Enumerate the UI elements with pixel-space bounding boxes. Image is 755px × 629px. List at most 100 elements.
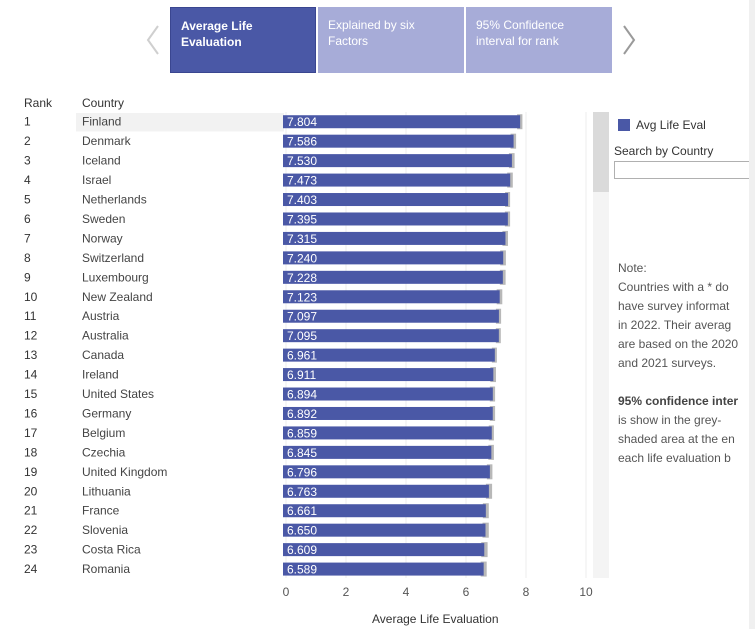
confidence-interval-mark <box>481 542 488 558</box>
country-label[interactable]: Luxembourg <box>82 270 149 284</box>
country-label[interactable]: Czechia <box>82 445 126 459</box>
rank-label: 3 <box>24 154 31 168</box>
ci-note-title: 95% confidence inter <box>618 394 739 408</box>
tab-label-line2: Factors <box>328 34 369 48</box>
bar[interactable] <box>283 484 489 498</box>
tab-label-line1: 95% Confidence <box>476 18 565 32</box>
country-label[interactable]: Iceland <box>82 154 121 168</box>
bar[interactable] <box>283 523 486 537</box>
bar[interactable] <box>283 193 509 207</box>
country-label[interactable]: Denmark <box>82 134 132 148</box>
rank-column-header: Rank <box>24 96 53 110</box>
view-tabs: Average Life Evaluation Explained by six… <box>170 7 614 73</box>
tab-confidence-interval[interactable]: 95% Confidence interval for rank <box>466 7 612 73</box>
rank-label: 22 <box>24 523 38 537</box>
bar-value-label: 6.609 <box>287 543 317 557</box>
country-label[interactable]: France <box>82 504 120 518</box>
country-label[interactable]: Australia <box>82 329 129 343</box>
bar-value-label: 6.845 <box>287 446 317 460</box>
bar-value-label: 6.961 <box>287 349 317 363</box>
x-tick-label: 10 <box>579 585 593 599</box>
x-tick-label: 8 <box>523 585 530 599</box>
bar[interactable] <box>283 426 492 440</box>
bar[interactable] <box>283 290 500 304</box>
bar-value-label: 6.859 <box>287 426 317 440</box>
search-label: Search by Country <box>614 144 714 158</box>
tab-label-line1: Explained by six <box>328 18 415 32</box>
country-label[interactable]: Canada <box>82 348 124 362</box>
scrollbar-track[interactable] <box>593 112 609 578</box>
ci-note-line: each life evaluation b <box>618 451 731 465</box>
x-tick-label: 6 <box>463 585 470 599</box>
bar[interactable] <box>283 251 504 265</box>
bar[interactable] <box>283 348 495 362</box>
country-label[interactable]: Netherlands <box>82 193 147 207</box>
bar-value-label: 6.796 <box>287 465 317 479</box>
note-line: are based on the 2020 <box>618 337 739 351</box>
bar[interactable] <box>283 543 485 557</box>
rank-label: 4 <box>24 173 31 187</box>
note-title: Note: <box>618 261 647 275</box>
bar-value-label: 6.589 <box>287 563 317 577</box>
next-tab-arrow-icon[interactable] <box>618 20 640 60</box>
bar[interactable] <box>283 465 490 479</box>
country-label[interactable]: Costa Rica <box>82 543 141 557</box>
bar-value-label: 7.530 <box>287 154 317 168</box>
country-label[interactable]: Finland <box>82 115 121 129</box>
tab-label-line2: interval for rank <box>476 34 559 48</box>
ci-note-line: shaded area at the en <box>618 432 735 446</box>
bar[interactable] <box>283 562 484 576</box>
bar-value-label: 7.097 <box>287 310 317 324</box>
confidence-interval-mark <box>480 561 487 577</box>
previous-tab-arrow-icon[interactable] <box>142 20 164 60</box>
country-label[interactable]: Switzerland <box>82 251 144 265</box>
scrollbar-thumb[interactable] <box>593 112 609 192</box>
bar[interactable] <box>283 387 493 401</box>
country-label[interactable]: Ireland <box>82 368 119 382</box>
bar[interactable] <box>283 445 492 459</box>
country-label[interactable]: Israel <box>82 173 111 187</box>
country-label[interactable]: New Zealand <box>82 290 153 304</box>
rank-label: 18 <box>24 445 38 459</box>
bar-value-label: 7.804 <box>287 115 317 129</box>
bar[interactable] <box>283 368 494 382</box>
country-label[interactable]: Romania <box>82 562 130 576</box>
rank-label: 24 <box>24 562 38 576</box>
confidence-interval-mark <box>485 483 493 499</box>
country-label[interactable]: Belgium <box>82 426 125 440</box>
bar[interactable] <box>283 504 486 518</box>
bar[interactable] <box>283 406 493 420</box>
bar[interactable] <box>283 173 511 187</box>
legend: Avg Life Eval <box>618 118 706 132</box>
tab-average-life-evaluation[interactable]: Average Life Evaluation <box>170 7 316 73</box>
bar[interactable] <box>283 115 521 129</box>
note-panel: Note: Countries with a * do have survey … <box>618 259 755 468</box>
country-label[interactable]: Slovenia <box>82 523 128 537</box>
country-label[interactable]: Germany <box>82 406 131 420</box>
bar[interactable] <box>283 212 508 226</box>
rank-label: 8 <box>24 251 31 265</box>
search-country-input[interactable] <box>614 161 754 179</box>
bar[interactable] <box>283 134 514 148</box>
bar[interactable] <box>283 231 506 245</box>
bar-value-label: 7.228 <box>287 271 317 285</box>
rank-label: 5 <box>24 193 31 207</box>
bar-value-label: 6.892 <box>287 407 317 421</box>
bar[interactable] <box>283 309 499 323</box>
bar[interactable] <box>283 270 503 284</box>
country-label[interactable]: United Kingdom <box>82 465 167 479</box>
bar[interactable] <box>283 329 499 343</box>
bar-value-label: 7.095 <box>287 329 317 343</box>
country-label[interactable]: Norway <box>82 231 123 245</box>
country-column-header: Country <box>82 96 125 110</box>
country-label[interactable]: Lithuania <box>82 484 131 498</box>
country-label[interactable]: Sweden <box>82 212 125 226</box>
tab-explained-by-six-factors[interactable]: Explained by six Factors <box>318 7 464 73</box>
note-line: Countries with a * do <box>618 280 729 294</box>
bar-value-label: 6.911 <box>287 368 316 382</box>
country-label[interactable]: United States <box>82 387 154 401</box>
rank-label: 7 <box>24 231 31 245</box>
bar-value-label: 7.240 <box>287 251 317 265</box>
country-label[interactable]: Austria <box>82 309 120 323</box>
bar[interactable] <box>283 154 512 168</box>
